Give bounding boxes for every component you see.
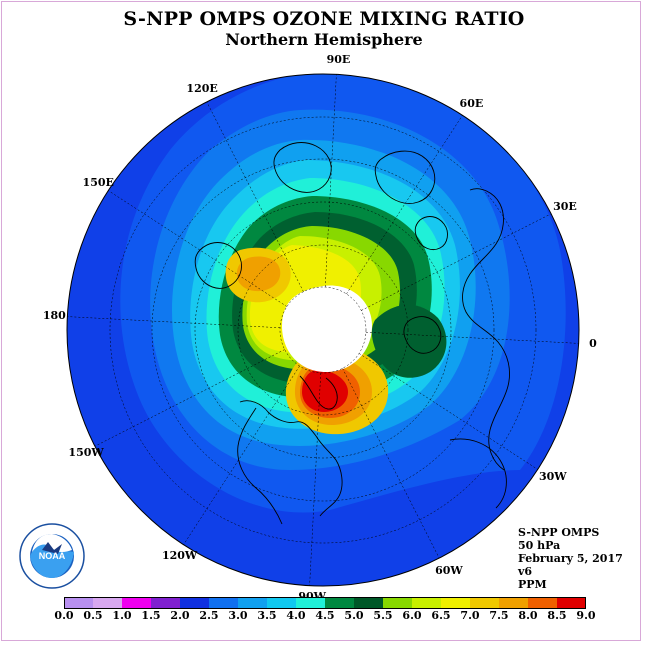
colorbar-swatch xyxy=(151,597,181,609)
longitude-label: 180 xyxy=(42,308,66,322)
longitude-label: 0 xyxy=(589,337,597,351)
meridian-line xyxy=(108,190,288,307)
meridian-line xyxy=(183,365,300,545)
colorbar-tick-label: 0.0 xyxy=(54,609,74,622)
meridian-line xyxy=(365,332,579,344)
colorbar-tick-label: 6.5 xyxy=(431,609,451,622)
colorbar-tick-label: 4.0 xyxy=(286,609,306,622)
latitude-circle xyxy=(279,286,367,374)
coastline xyxy=(414,216,448,251)
date-label: February 5, 2017 xyxy=(518,552,623,565)
longitude-label: 150W xyxy=(68,445,104,459)
logo-text: NOAA xyxy=(39,551,66,561)
meridian-line xyxy=(346,115,463,295)
colorbar-swatch xyxy=(499,597,529,609)
colorbar-swatch xyxy=(325,597,355,609)
colorbar-swatch xyxy=(383,597,413,609)
latitude-circle xyxy=(151,158,495,502)
latitude-circle xyxy=(109,116,537,544)
coastline xyxy=(462,188,510,471)
colorbar-swatch xyxy=(267,597,297,609)
latitude-circle xyxy=(194,201,452,459)
colorbar-tick-label: 8.0 xyxy=(518,609,538,622)
map-subtitle: Northern Hemisphere xyxy=(225,30,423,49)
coastline xyxy=(273,142,332,193)
longitude-label: 60E xyxy=(459,96,484,110)
meridian-line xyxy=(325,74,337,288)
meridian-line xyxy=(94,349,285,447)
latitude-circle xyxy=(237,244,409,416)
colorbar-swatch xyxy=(180,597,210,609)
version-label: v6 xyxy=(518,565,533,578)
colorbar-tick-label: 3.5 xyxy=(257,609,277,622)
colorbar-tick-label: 5.0 xyxy=(344,609,364,622)
contour-band xyxy=(371,304,447,378)
colorbar-tick-label: 2.0 xyxy=(170,609,190,622)
colorbar-tick-label: 7.5 xyxy=(489,609,509,622)
colorbar-outline xyxy=(64,597,586,609)
meridian-line xyxy=(309,372,321,586)
colorbar-tick-label: 4.5 xyxy=(315,609,335,622)
noaa-logo: NOAA xyxy=(19,523,85,589)
contour-band xyxy=(236,256,281,292)
ozone-contours xyxy=(120,74,566,513)
longitude-label: 30E xyxy=(553,200,577,214)
colorbar-swatch xyxy=(64,597,94,609)
map-title: S-NPP OMPS OZONE MIXING RATIO xyxy=(123,8,525,30)
coastline xyxy=(299,375,338,410)
colorbar-swatch xyxy=(209,597,239,609)
longitude-label: 150E xyxy=(82,175,114,189)
instrument-label: S-NPP OMPS xyxy=(518,526,600,539)
colorbar-tick-label: 5.5 xyxy=(373,609,393,622)
colorbar-tick-label: 8.5 xyxy=(547,609,567,622)
longitude-label: 120E xyxy=(186,82,218,96)
colorbar-tick-label: 7.0 xyxy=(460,609,480,622)
colorbar xyxy=(64,597,586,609)
meridian-line xyxy=(342,368,440,559)
longitude-label: 30W xyxy=(538,470,567,484)
pressure-level-label: 50 hPa xyxy=(518,539,561,552)
colorbar-tick-label: 0.5 xyxy=(83,609,103,622)
meridian-line xyxy=(358,353,538,470)
longitude-label: 120W xyxy=(161,549,198,563)
colorbar-swatch xyxy=(238,597,268,609)
colorbar-swatch xyxy=(557,597,586,609)
colorbar-swatch xyxy=(93,597,123,609)
coastline xyxy=(374,150,436,204)
colorbar-swatch xyxy=(441,597,471,609)
colorbar-tick-label: 6.0 xyxy=(402,609,422,622)
map-boundary xyxy=(66,73,580,587)
colorbar-tick-label: 2.5 xyxy=(199,609,219,622)
longitude-label: 60W xyxy=(435,563,463,577)
longitude-label: 90E xyxy=(326,53,351,67)
meridian-line xyxy=(361,213,552,311)
coastlines xyxy=(194,142,510,525)
colorbar-swatch xyxy=(470,597,500,609)
coastline xyxy=(194,242,242,289)
colorbar-tick-label: 1.5 xyxy=(141,609,161,622)
units-label: PPM xyxy=(518,578,547,591)
colorbar-swatch xyxy=(528,597,558,609)
meridian-line xyxy=(67,316,281,328)
colorbar-tick-label: 9.0 xyxy=(576,609,596,622)
colorbar-tick-label: 1.0 xyxy=(112,609,132,622)
colorbar-swatch xyxy=(122,597,152,609)
colorbar-swatch xyxy=(296,597,326,609)
colorbar-swatch xyxy=(412,597,442,609)
colorbar-swatch xyxy=(354,597,384,609)
colorbar-tick-label: 3.0 xyxy=(228,609,248,622)
meridian-line xyxy=(206,101,304,292)
coastline xyxy=(449,438,507,509)
coastline xyxy=(237,400,343,525)
info-block: S-NPP OMPS 50 hPa February 5, 2017 v6 PP… xyxy=(518,526,623,591)
graticule xyxy=(67,74,579,586)
coastline xyxy=(403,316,442,354)
polar-no-data xyxy=(282,285,372,372)
